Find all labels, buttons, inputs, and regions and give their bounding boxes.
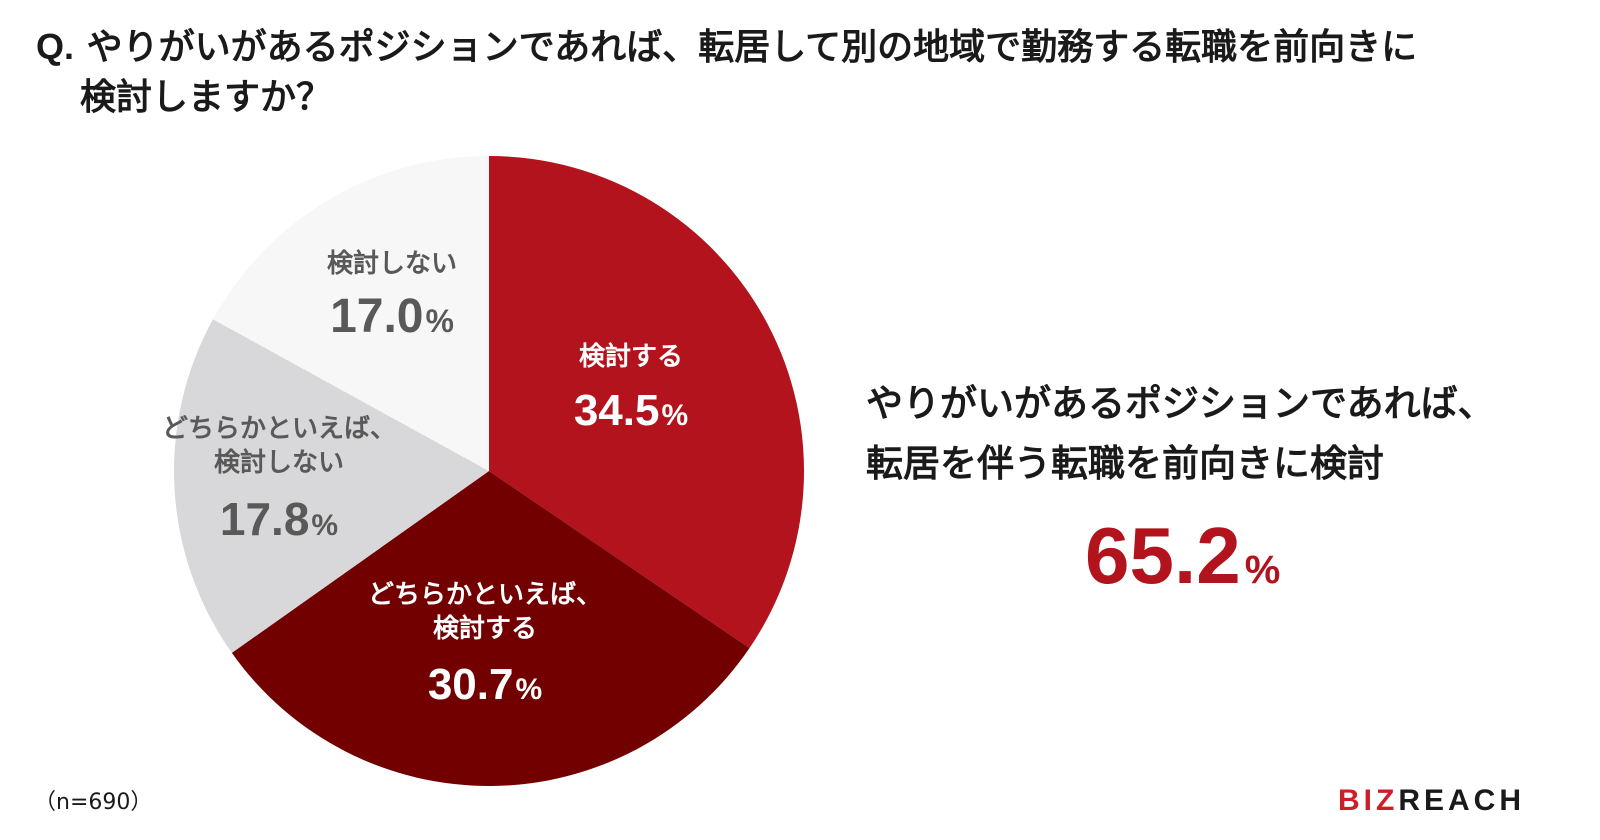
question-line-2: 検討しますか？ bbox=[80, 77, 333, 118]
question-prefix: Q. bbox=[36, 26, 75, 67]
slice-label-3-line-1: どちらかといえば、 bbox=[162, 414, 396, 444]
bizreach-logo: BIZREACH bbox=[1338, 784, 1525, 818]
pie-slice-3 bbox=[174, 319, 489, 653]
pie-slice-4 bbox=[212, 155, 490, 471]
slice-value-3: 17.8% bbox=[220, 493, 338, 545]
slice-value-1: 34.5% bbox=[574, 386, 688, 435]
slice-label-2-line-1: どちらかといえば、 bbox=[368, 580, 602, 610]
pie-slice-2 bbox=[231, 471, 750, 787]
logo-part-biz: BIZ bbox=[1338, 784, 1399, 817]
summary-value-number: 65.2 bbox=[1085, 511, 1241, 600]
slice-label-3-line-2: 検討しない bbox=[214, 447, 344, 478]
slice-label-4-line-1: 検討しない bbox=[327, 248, 457, 279]
pie-slice-1 bbox=[489, 156, 804, 649]
slice-value-4: 17.0% bbox=[330, 290, 454, 343]
summary-value: 65.2% bbox=[1085, 510, 1280, 602]
sample-size: （n=690） bbox=[34, 790, 153, 815]
slice-label-2-line-2: 検討する bbox=[433, 613, 537, 644]
question-title: Q. やりがいがあるポジションであれば、転居して別の地域で勤務する転職を前向きに… bbox=[36, 22, 1576, 123]
summary-line-2: 転居を伴う転職を前向きに検討 bbox=[866, 442, 1384, 485]
slice-label-1-line-1: 検討する bbox=[579, 341, 683, 372]
slice-value-2: 30.7% bbox=[428, 660, 542, 709]
question-line-1: やりがいがあるポジションであれば、転居して別の地域で勤務する転職を前向きに bbox=[86, 27, 1418, 68]
summary-text: やりがいがあるポジションであれば、 転居を伴う転職を前向きに検討 bbox=[866, 374, 1586, 494]
logo-part-reach: REACH bbox=[1398, 784, 1525, 817]
summary-value-unit: % bbox=[1244, 548, 1281, 592]
summary-line-1: やりがいがあるポジションであれば、 bbox=[866, 382, 1495, 425]
